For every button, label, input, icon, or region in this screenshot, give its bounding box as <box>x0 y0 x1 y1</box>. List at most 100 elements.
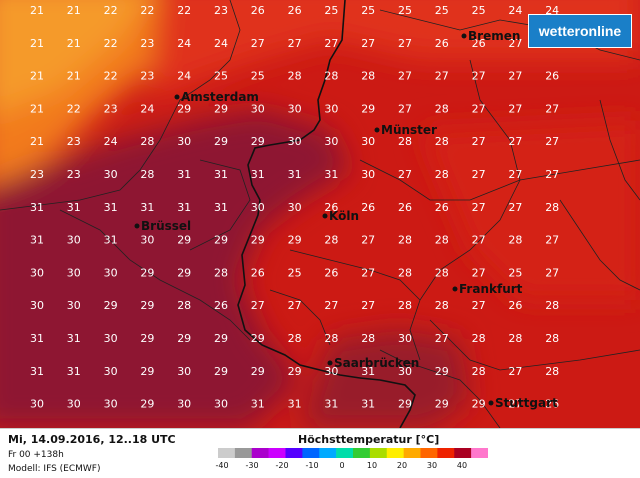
temperature-value: 31 <box>67 365 81 378</box>
temperature-value: 28 <box>545 365 559 378</box>
temperature-value: 27 <box>435 70 449 83</box>
temperature-value: 23 <box>140 70 154 83</box>
temperature-value: 21 <box>67 70 81 83</box>
temperature-value: 27 <box>508 37 522 50</box>
temperature-value: 30 <box>288 135 302 148</box>
temperature-value: 29 <box>104 299 118 312</box>
temperature-value: 30 <box>30 299 44 312</box>
scale-swatch <box>403 448 421 458</box>
temperature-value: 26 <box>545 70 559 83</box>
temperature-values: 21 21 22 22 22 23 26 26 25 25 25 25 25 24 24 21 21 22 23 24… <box>30 4 559 411</box>
temperature-value: 30 <box>104 365 118 378</box>
temperature-value: 27 <box>508 398 522 411</box>
temperature-value: 30 <box>398 365 412 378</box>
temperature-value: 27 <box>545 266 559 279</box>
scale-tick-label: -30 <box>245 461 259 470</box>
scale-swatch <box>454 448 472 458</box>
scale-swatch <box>218 448 236 458</box>
temperature-value: 21 <box>30 70 44 83</box>
temperature-value: 25 <box>361 4 375 17</box>
temperature-value: 25 <box>472 4 486 17</box>
scale-tick-label: 20 <box>396 461 408 470</box>
temperature-value: 28 <box>288 70 302 83</box>
logo-text: wetteronline <box>538 23 622 39</box>
temperature-value: 30 <box>361 135 375 148</box>
temperature-value: 31 <box>30 365 44 378</box>
temperature-value: 31 <box>214 201 228 214</box>
temperature-value: 27 <box>472 266 486 279</box>
temperature-value: 22 <box>177 4 191 17</box>
temperature-value: 28 <box>508 234 522 247</box>
temperature-value: 28 <box>361 332 375 345</box>
temperature-value: 29 <box>177 102 191 115</box>
temperature-value: 29 <box>140 299 154 312</box>
temperature-value: 27 <box>472 234 486 247</box>
temperature-value: 30 <box>104 332 118 345</box>
temperature-value: 28 <box>324 332 338 345</box>
city-k-ln: Köln <box>322 209 359 223</box>
temperature-value: 31 <box>251 168 265 181</box>
temperature-value: 23 <box>30 168 44 181</box>
temperature-value: 29 <box>288 365 302 378</box>
temperature-value: 27 <box>398 37 412 50</box>
temperature-value: 29 <box>177 234 191 247</box>
temperature-value: 22 <box>67 102 81 115</box>
temperature-value: 22 <box>140 4 154 17</box>
temperature-value: 27 <box>324 299 338 312</box>
scale-swatch <box>285 448 303 458</box>
temperature-value: 28 <box>508 332 522 345</box>
scale-swatch <box>471 448 488 458</box>
temperature-value: 23 <box>140 37 154 50</box>
temperature-value: 25 <box>398 4 412 17</box>
city-dot-icon <box>327 360 333 366</box>
temperature-value: 21 <box>30 37 44 50</box>
temperature-value: 30 <box>361 168 375 181</box>
city-frankfurt: Frankfurt <box>452 282 523 296</box>
forecast-model: Modell: IFS (ECMWF) <box>8 464 101 474</box>
temperature-value: 28 <box>177 299 191 312</box>
scale-swatch <box>353 448 371 458</box>
temperature-value: 28 <box>435 168 449 181</box>
temperature-value: 30 <box>67 299 81 312</box>
temperature-value: 28 <box>398 299 412 312</box>
temperature-value: 27 <box>508 365 522 378</box>
temperature-value: 26 <box>435 201 449 214</box>
temperature-value: 22 <box>104 37 118 50</box>
temperature-value: 28 <box>435 135 449 148</box>
temperature-value: 31 <box>177 201 191 214</box>
scale-tick-label: 40 <box>456 461 468 470</box>
temperature-value: 31 <box>251 398 265 411</box>
temperature-value: 31 <box>104 201 118 214</box>
temperature-value: 27 <box>361 266 375 279</box>
temperature-value: 21 <box>30 102 44 115</box>
temperature-value: 30 <box>67 266 81 279</box>
city-label: Amsterdam <box>181 90 259 104</box>
temperature-value: 28 <box>324 234 338 247</box>
temperature-value: 28 <box>324 70 338 83</box>
temperature-value: 29 <box>361 102 375 115</box>
temperature-value: 31 <box>140 201 154 214</box>
temperature-value: 27 <box>398 70 412 83</box>
temperature-value: 29 <box>251 234 265 247</box>
temperature-value: 27 <box>508 135 522 148</box>
temperature-value: 31 <box>30 201 44 214</box>
temperature-value: 29 <box>177 332 191 345</box>
temperature-value: 31 <box>361 365 375 378</box>
temperature-value: 31 <box>361 398 375 411</box>
temperature-value: 26 <box>508 299 522 312</box>
scale-swatch <box>437 448 455 458</box>
temperature-value: 27 <box>398 102 412 115</box>
temperature-value: 23 <box>67 168 81 181</box>
wetteronline-logo[interactable]: wetteronline <box>528 14 632 48</box>
temperature-value: 31 <box>67 332 81 345</box>
temperature-value: 27 <box>472 102 486 115</box>
city-label: Saarbrücken <box>334 356 419 370</box>
temperature-value: 30 <box>140 234 154 247</box>
temperature-value: 31 <box>324 398 338 411</box>
temperature-value: 29 <box>435 365 449 378</box>
temperature-value: 31 <box>288 398 302 411</box>
scale-tick-label: -10 <box>305 461 319 470</box>
temperature-value: 26 <box>214 299 228 312</box>
temperature-value: 31 <box>30 234 44 247</box>
